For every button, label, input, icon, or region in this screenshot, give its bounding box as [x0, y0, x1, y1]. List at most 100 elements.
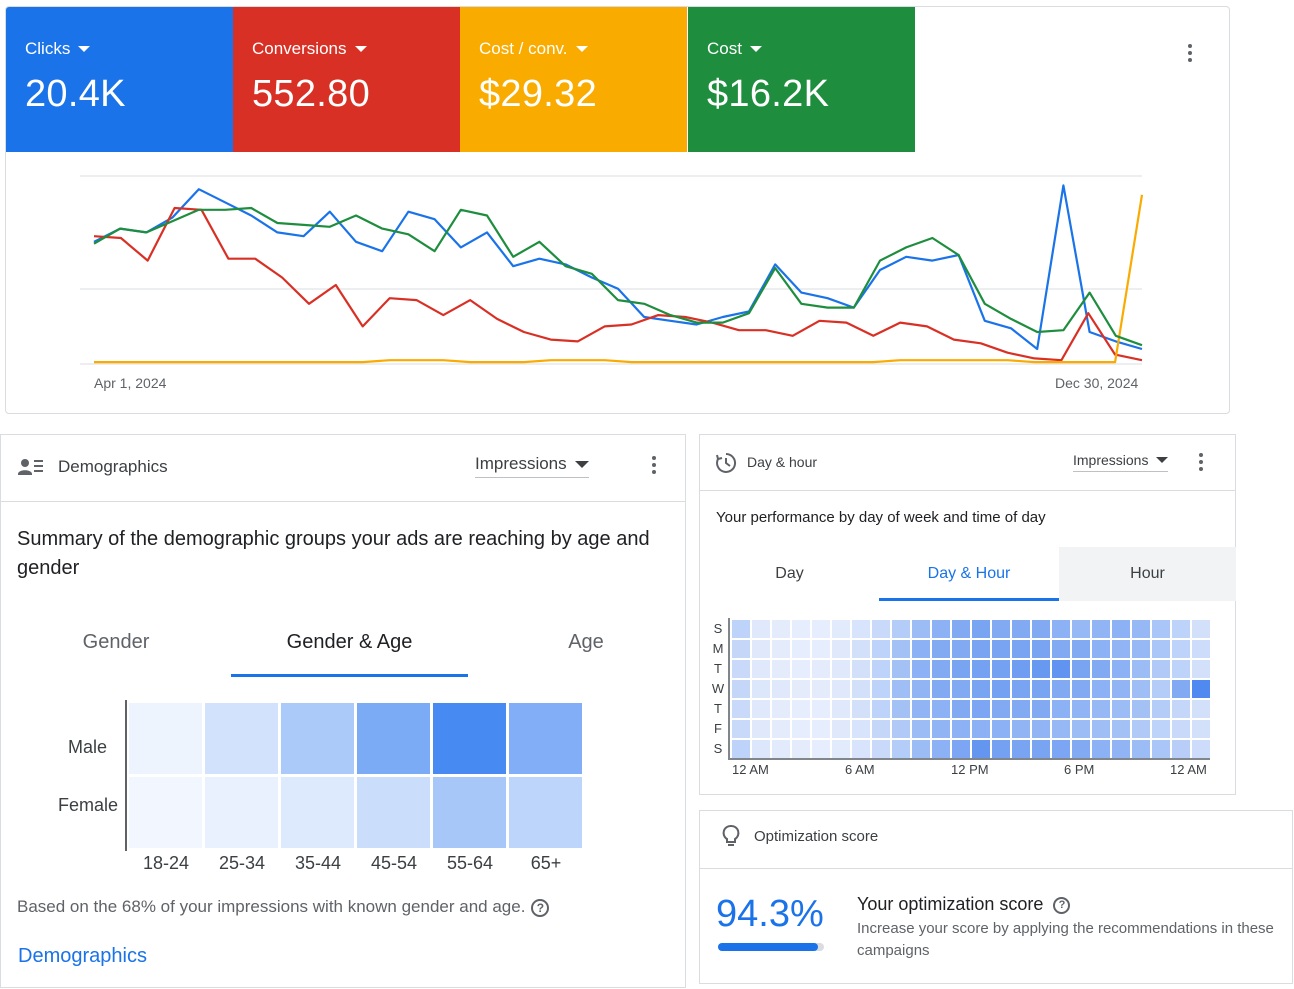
heatmap-cell[interactable] [952, 640, 970, 658]
heatmap-cell[interactable] [732, 620, 750, 638]
heatmap-cell[interactable] [892, 680, 910, 698]
heatmap-cell[interactable] [972, 660, 990, 678]
heatmap-cell[interactable] [952, 700, 970, 718]
heatmap-cell[interactable] [1132, 700, 1150, 718]
tab-age[interactable]: Age [568, 631, 604, 653]
heatmap-cell[interactable] [1052, 740, 1070, 758]
heatmap-cell[interactable] [732, 740, 750, 758]
demographics-link[interactable]: Demographics [18, 945, 147, 967]
heatmap-cell[interactable] [992, 720, 1010, 738]
heatmap-cell[interactable] [1012, 740, 1030, 758]
heatmap-cell[interactable] [1032, 680, 1050, 698]
heatmap-cell[interactable] [732, 660, 750, 678]
tab-hour[interactable]: Hour [1059, 547, 1236, 601]
heatmap-cell[interactable] [1132, 720, 1150, 738]
heatmap-cell[interactable] [872, 720, 890, 738]
heatmap-cell[interactable] [1072, 660, 1090, 678]
heatmap-cell[interactable] [832, 700, 850, 718]
heatmap-cell[interactable] [832, 740, 850, 758]
heatmap-cell[interactable] [972, 700, 990, 718]
heatmap-cell[interactable] [852, 680, 870, 698]
heatmap-cell[interactable] [1032, 620, 1050, 638]
heatmap-cell[interactable] [1172, 620, 1190, 638]
heatmap-cell[interactable] [1152, 720, 1170, 738]
heatmap-cell[interactable] [852, 660, 870, 678]
heatmap-cell[interactable] [1132, 660, 1150, 678]
heatmap-cell[interactable] [972, 620, 990, 638]
heatmap-cell[interactable] [832, 720, 850, 738]
heatmap-cell[interactable] [792, 660, 810, 678]
heatmap-cell[interactable] [972, 640, 990, 658]
heatmap-cell[interactable] [1052, 660, 1070, 678]
heatmap-cell[interactable] [912, 660, 930, 678]
heatmap-cell[interactable] [1052, 640, 1070, 658]
heatmap-cell[interactable] [832, 680, 850, 698]
heatmap-cell[interactable] [1172, 680, 1190, 698]
heatmap-cell[interactable] [752, 660, 770, 678]
heatmap-cell[interactable] [1052, 680, 1070, 698]
heatmap-cell[interactable] [852, 640, 870, 658]
heatmap-cell[interactable] [1072, 640, 1090, 658]
heatmap-cell[interactable] [1152, 700, 1170, 718]
heatmap-cell[interactable] [129, 777, 202, 848]
heatmap-cell[interactable] [772, 620, 790, 638]
heatmap-cell[interactable] [1192, 700, 1210, 718]
demographics-metric-dropdown[interactable]: Impressions [475, 454, 589, 478]
heatmap-cell[interactable] [1132, 640, 1150, 658]
heatmap-cell[interactable] [1152, 620, 1170, 638]
heatmap-cell[interactable] [1092, 640, 1110, 658]
heatmap-cell[interactable] [1032, 660, 1050, 678]
heatmap-cell[interactable] [1072, 720, 1090, 738]
heatmap-cell[interactable] [1132, 680, 1150, 698]
heatmap-cell[interactable] [992, 660, 1010, 678]
heatmap-cell[interactable] [1172, 640, 1190, 658]
heatmap-cell[interactable] [509, 703, 582, 774]
caret-down-icon[interactable] [78, 46, 91, 52]
heatmap-cell[interactable] [932, 680, 950, 698]
heatmap-cell[interactable] [932, 660, 950, 678]
heatmap-cell[interactable] [1012, 680, 1030, 698]
heatmap-cell[interactable] [792, 740, 810, 758]
heatmap-cell[interactable] [1152, 740, 1170, 758]
heatmap-cell[interactable] [1192, 660, 1210, 678]
heatmap-cell[interactable] [1172, 740, 1190, 758]
heatmap-cell[interactable] [1072, 680, 1090, 698]
heatmap-cell[interactable] [1112, 740, 1130, 758]
heatmap-cell[interactable] [792, 700, 810, 718]
heatmap-cell[interactable] [732, 720, 750, 738]
heatmap-cell[interactable] [281, 703, 354, 774]
heatmap-cell[interactable] [1032, 720, 1050, 738]
heatmap-cell[interactable] [1112, 660, 1130, 678]
heatmap-cell[interactable] [772, 660, 790, 678]
heatmap-cell[interactable] [872, 680, 890, 698]
heatmap-cell[interactable] [1072, 740, 1090, 758]
help-icon[interactable]: ? [531, 898, 550, 917]
heatmap-cell[interactable] [792, 640, 810, 658]
heatmap-cell[interactable] [1052, 720, 1070, 738]
heatmap-cell[interactable] [892, 700, 910, 718]
heatmap-cell[interactable] [433, 777, 506, 848]
heatmap-cell[interactable] [1052, 700, 1070, 718]
heatmap-cell[interactable] [832, 640, 850, 658]
heatmap-cell[interactable] [1012, 640, 1030, 658]
heatmap-cell[interactable] [872, 640, 890, 658]
heatmap-cell[interactable] [952, 680, 970, 698]
heatmap-cell[interactable] [812, 660, 830, 678]
heatmap-cell[interactable] [772, 680, 790, 698]
heatmap-cell[interactable] [872, 660, 890, 678]
heatmap-cell[interactable] [1132, 740, 1150, 758]
heatmap-cell[interactable] [732, 640, 750, 658]
heatmap-cell[interactable] [1072, 700, 1090, 718]
heatmap-cell[interactable] [1112, 640, 1130, 658]
heatmap-cell[interactable] [752, 720, 770, 738]
heatmap-cell[interactable] [1172, 720, 1190, 738]
heatmap-cell[interactable] [1112, 680, 1130, 698]
heatmap-cell[interactable] [205, 703, 278, 774]
heatmap-cell[interactable] [752, 740, 770, 758]
heatmap-cell[interactable] [1192, 740, 1210, 758]
heatmap-cell[interactable] [852, 720, 870, 738]
heatmap-cell[interactable] [992, 620, 1010, 638]
heatmap-cell[interactable] [812, 720, 830, 738]
caret-down-icon[interactable] [575, 46, 588, 52]
heatmap-cell[interactable] [992, 640, 1010, 658]
